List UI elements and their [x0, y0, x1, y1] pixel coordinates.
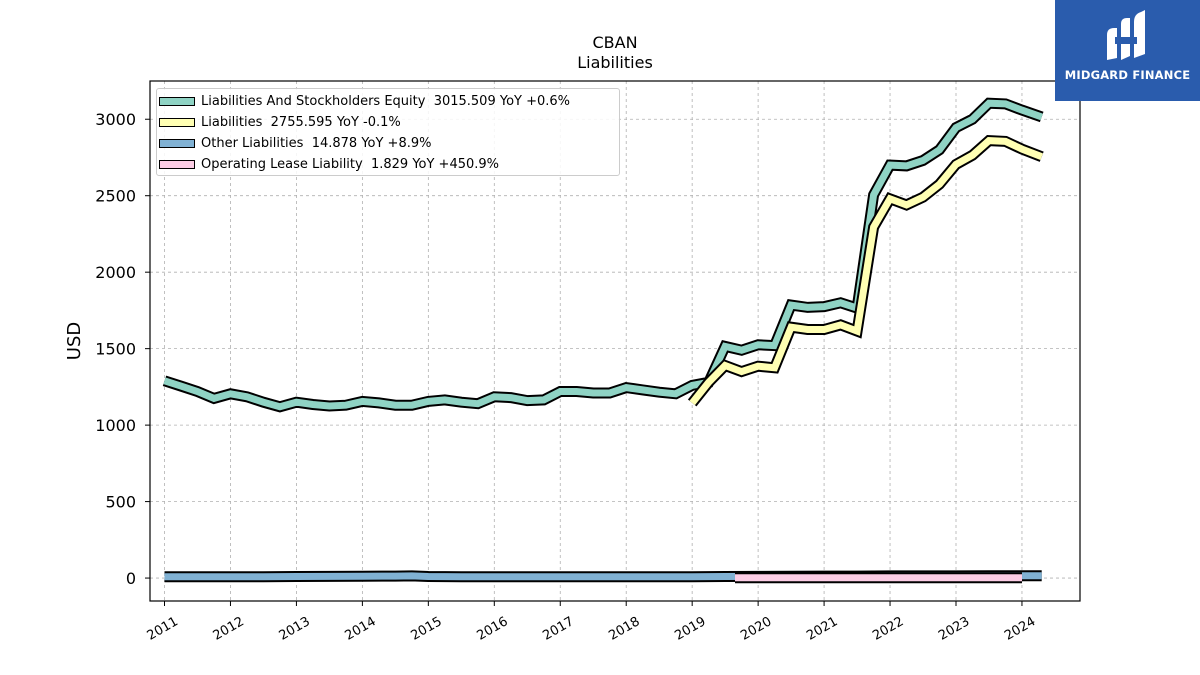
logo-mark-icon	[1107, 10, 1145, 60]
x-tick-label: 2016	[474, 614, 510, 644]
x-tick-label: 2022	[870, 614, 906, 644]
chart-title: CBAN	[592, 33, 637, 52]
y-tick-label: 500	[105, 493, 136, 512]
x-tick-label: 2023	[936, 614, 972, 644]
legend-label-other-liabilities: Other Liabilities 14.878 YoY +8.9%	[201, 135, 432, 151]
chart-subtitle: Liabilities	[577, 53, 653, 72]
y-tick-label: 2000	[95, 263, 136, 282]
legend-swatch-other-liabilities	[159, 138, 195, 148]
y-tick-label: 1000	[95, 416, 136, 435]
x-tick-label: 2017	[540, 614, 576, 644]
logo-text: MIDGARD FINANCE	[1064, 68, 1191, 82]
plot-frame	[149, 80, 1081, 602]
y-tick-label: 0	[126, 569, 136, 588]
x-tick-label: 2014	[343, 614, 379, 644]
series-line-liabilities	[689, 137, 1043, 406]
legend-swatch-operating-lease	[159, 159, 195, 169]
legend-item-liabilities: Liabilities 2755.595 YoY -0.1%	[157, 112, 401, 132]
x-tick-label: 2015	[409, 614, 445, 644]
y-tick-label: 3000	[95, 110, 136, 129]
legend-item-equity: Liabilities And Stockholders Equity 3015…	[157, 91, 570, 111]
y-tick-label: 1500	[95, 340, 136, 359]
legend-swatch-liabilities	[159, 117, 195, 127]
y-axis-label: USD	[64, 322, 85, 360]
legend-label-liabilities: Liabilities 2755.595 YoY -0.1%	[201, 114, 401, 130]
legend: Liabilities And Stockholders Equity 3015…	[156, 88, 620, 176]
y-tick-label: 2500	[95, 187, 136, 206]
series-lines	[162, 97, 1044, 584]
legend-label-equity: Liabilities And Stockholders Equity 3015…	[201, 93, 571, 109]
x-tick-label: 2019	[672, 614, 708, 644]
x-tick-label: 2024	[1002, 614, 1038, 644]
x-tick-label: 2018	[606, 614, 642, 644]
x-tick-label: 2012	[211, 614, 247, 644]
legend-item-other-liabilities: Other Liabilities 14.878 YoY +8.9%	[157, 133, 431, 153]
x-tick-label: 2013	[277, 614, 313, 644]
series-line-liabilities-and-stockholders-equity	[163, 99, 1043, 411]
legend-label-operating-lease: Operating Lease Liability 1.829 YoY +450…	[201, 156, 500, 172]
axis-ticks: 0 500 1000 1500 2000 2500 3000 2011 2012 2013 2014…	[95, 110, 1038, 644]
brand-logo: MIDGARD FINANCE	[1055, 0, 1200, 101]
legend-swatch-equity	[159, 96, 195, 106]
grid-lines	[150, 81, 1080, 601]
legend-item-operating-lease: Operating Lease Liability 1.829 YoY +450…	[157, 154, 499, 174]
x-tick-label: 2020	[738, 614, 774, 644]
x-tick-label: 2021	[804, 614, 840, 644]
x-tick-label: 2011	[145, 614, 181, 644]
